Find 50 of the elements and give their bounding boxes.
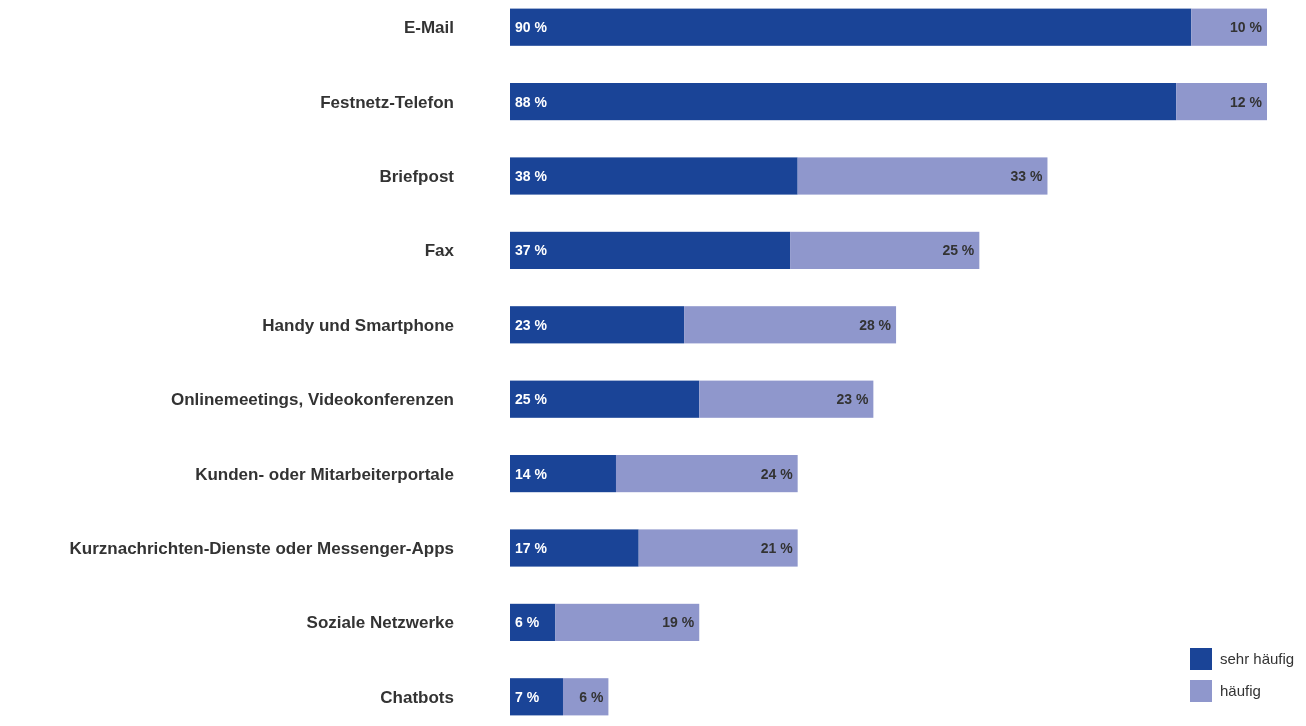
bar [790, 231, 980, 269]
y-tick-label: E-Mail [403, 18, 454, 38]
data-label: 21 % [760, 539, 794, 556]
data-label: 14 % [515, 465, 548, 482]
data-label: 10 % [1230, 19, 1263, 36]
bar [555, 603, 700, 641]
bar [510, 8, 1192, 46]
data-label: 33 % [1010, 167, 1044, 184]
bar [510, 83, 1177, 121]
data-label: 24 % [760, 465, 794, 482]
y-tick-label: Kurznachrichten-Dienste oder Messenger-Apps [69, 538, 454, 558]
legend-label: häufig [1220, 682, 1261, 700]
y-tick-label: Handy und Smartphone [262, 315, 454, 335]
data-label: 6 % [515, 614, 540, 631]
y-tick-label: Onlinemeetings, Videokonferenzen [170, 390, 454, 410]
bar [1191, 8, 1267, 46]
data-label: 19 % [662, 614, 695, 631]
data-label: 17 % [515, 539, 548, 556]
data-label: 23 % [836, 391, 869, 408]
y-tick-label: Soziale Netzwerke [306, 613, 454, 633]
bar [638, 529, 798, 567]
data-label: 88 % [515, 93, 548, 110]
data-label: 25 % [942, 242, 975, 259]
bar [615, 455, 798, 493]
data-label: 6 % [579, 688, 604, 705]
bar [797, 157, 1048, 195]
bar [510, 678, 563, 716]
data-label: 90 % [515, 19, 548, 36]
y-tick-label: Fax [424, 241, 455, 261]
data-label: 38 % [515, 167, 548, 184]
data-label: 12 % [1230, 93, 1263, 110]
bar [699, 380, 874, 418]
data-label: 28 % [859, 316, 892, 333]
bar [510, 380, 700, 418]
data-label: 23 % [515, 316, 548, 333]
y-tick-label: Chatbots [380, 687, 454, 707]
data-label: 37 % [515, 242, 548, 259]
bar [510, 529, 639, 567]
y-tick-label: Kunden- oder Mitarbeiterportale [195, 464, 454, 484]
bar [510, 157, 798, 195]
data-label: 25 % [515, 391, 548, 408]
y-tick-label: Briefpost [379, 166, 455, 186]
bar [1176, 83, 1267, 121]
bar [684, 306, 897, 344]
y-tick-label: Festnetz-Telefon [320, 92, 454, 112]
bar [510, 231, 791, 269]
legend-label: sehr häufig [1220, 650, 1295, 668]
bar [510, 306, 685, 344]
bar [510, 455, 616, 493]
data-label: 7 % [515, 688, 540, 705]
